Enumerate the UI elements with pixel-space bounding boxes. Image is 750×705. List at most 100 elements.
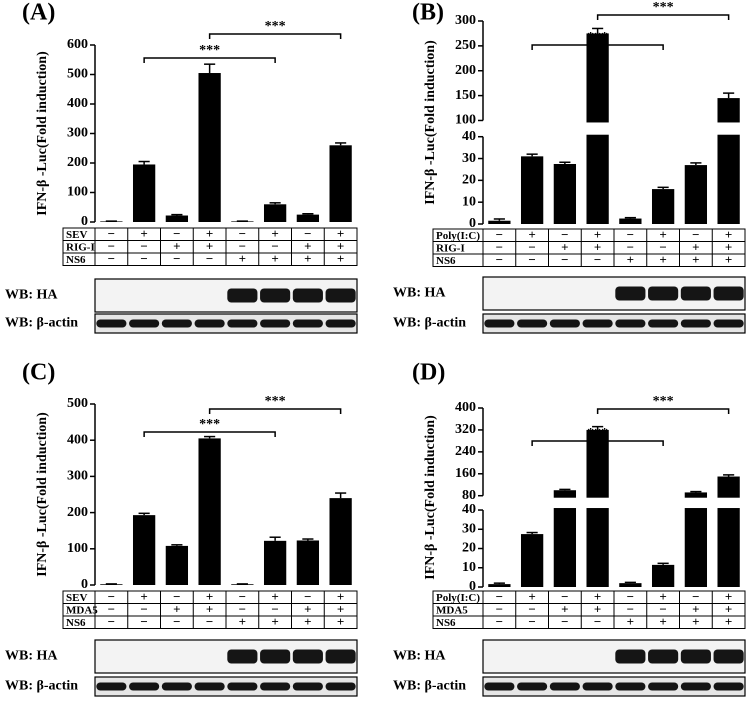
condition-sign: − xyxy=(496,614,503,629)
condition-sign: + xyxy=(725,602,732,617)
blot-band xyxy=(129,682,160,691)
condition-sign: + xyxy=(528,227,535,242)
condition-sign: − xyxy=(496,589,503,604)
y-tick-label: 0 xyxy=(469,579,476,594)
condition-sign: − xyxy=(594,252,601,267)
bar xyxy=(132,515,156,585)
significance-bracket xyxy=(208,33,342,39)
condition-sign: − xyxy=(627,227,634,242)
blot-band xyxy=(549,319,580,328)
condition-sign: + xyxy=(659,252,666,267)
condition-sign: + xyxy=(337,614,344,629)
blot-band xyxy=(484,682,515,691)
blot-band xyxy=(129,319,160,328)
y-tick-label: 320 xyxy=(455,422,476,437)
condition-sign: + xyxy=(725,589,732,604)
table-row xyxy=(432,615,746,629)
significance-label: *** xyxy=(199,43,220,58)
blot-band xyxy=(292,682,323,691)
y-tick-label: 600 xyxy=(67,37,88,52)
y-tick-label: 30 xyxy=(462,151,476,166)
condition-sign: + xyxy=(304,251,311,266)
y-axis-label: IFN-β -Luc(Fold induction) xyxy=(423,40,438,205)
blot-label: WB: β-actin xyxy=(5,316,78,331)
axis-break xyxy=(484,497,746,509)
condition-sign: + xyxy=(561,602,568,617)
condition-sign: + xyxy=(725,227,732,242)
y-tick-label: 400 xyxy=(67,432,88,447)
y-tick-label: 200 xyxy=(67,505,88,520)
condition-sign: − xyxy=(239,589,246,604)
blot-band xyxy=(713,682,744,691)
y-tick-label: 20 xyxy=(462,541,476,556)
blot-band xyxy=(161,319,192,328)
condition-sign: + xyxy=(206,226,213,241)
blot-band xyxy=(227,288,258,303)
condition-sign: − xyxy=(108,614,115,629)
blot-band xyxy=(227,319,258,328)
blot-label: WB: β-actin xyxy=(393,679,466,694)
y-tick-label: 40 xyxy=(462,502,476,517)
significance-bracket xyxy=(143,57,276,63)
blot-band xyxy=(615,649,646,664)
blot-frame xyxy=(482,313,746,334)
bar xyxy=(717,98,740,224)
bar xyxy=(619,218,642,224)
condition-sign: − xyxy=(239,226,246,241)
y-tick-label: 80 xyxy=(462,488,476,503)
condition-sign: − xyxy=(108,251,115,266)
bar xyxy=(296,214,320,222)
y-tick-label: 10 xyxy=(462,560,476,575)
condition-sign: + xyxy=(337,226,344,241)
condition-sign: + xyxy=(271,589,278,604)
condition-sign: + xyxy=(337,251,344,266)
blot-band xyxy=(96,319,127,328)
table-row xyxy=(432,253,746,267)
y-tick-label: 100 xyxy=(67,541,88,556)
significance-bracket xyxy=(531,440,664,446)
blot-label: WB: HA xyxy=(393,286,446,301)
y-tick-label: 200 xyxy=(455,63,476,78)
table-row xyxy=(62,252,358,266)
bar xyxy=(684,165,708,224)
condition-name: MDA5 xyxy=(436,604,468,616)
condition-sign: − xyxy=(561,614,568,629)
y-tick-label: 300 xyxy=(67,126,88,141)
blot-band xyxy=(194,319,225,328)
condition-name: Poly(I:C) xyxy=(436,592,480,604)
blot-band xyxy=(96,682,127,691)
blot-band xyxy=(325,288,356,303)
blot-band xyxy=(713,649,744,664)
blot-frame xyxy=(94,676,358,697)
condition-sign: + xyxy=(692,240,699,255)
panel-label: (D) xyxy=(412,360,445,386)
y-tick-label: 150 xyxy=(455,88,476,103)
blot-band xyxy=(680,649,711,664)
y-tick-label: 250 xyxy=(455,38,476,53)
blot-band xyxy=(517,682,548,691)
condition-sign: + xyxy=(561,240,568,255)
blot-label: WB: HA xyxy=(5,288,58,303)
significance-label: *** xyxy=(653,0,674,15)
condition-sign: − xyxy=(496,240,503,255)
condition-sign: + xyxy=(337,239,344,254)
y-tick-label: 400 xyxy=(455,400,476,415)
condition-sign: + xyxy=(692,602,699,617)
significance-bracket xyxy=(208,408,342,414)
condition-sign: − xyxy=(108,589,115,604)
condition-sign: + xyxy=(140,226,147,241)
y-tick-label: 100 xyxy=(67,185,88,200)
bar xyxy=(520,156,544,224)
condition-name: MDA5 xyxy=(66,604,98,616)
condition-sign: − xyxy=(304,226,311,241)
condition-sign: + xyxy=(304,614,311,629)
blot-band xyxy=(161,682,192,691)
bar xyxy=(198,73,221,223)
y-tick-label: 0 xyxy=(81,214,88,229)
condition-name: NS6 xyxy=(436,617,456,629)
blot-band xyxy=(648,649,679,664)
blot-band xyxy=(484,319,515,328)
blot-band xyxy=(615,319,646,328)
condition-name: SEV xyxy=(66,592,87,604)
blot-frame xyxy=(482,676,746,697)
